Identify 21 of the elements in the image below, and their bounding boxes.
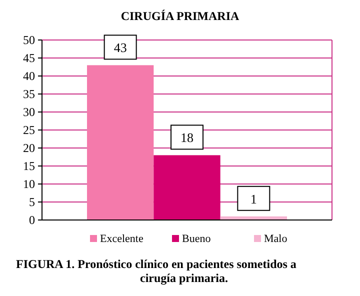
y-tick-label: 10 <box>23 177 35 192</box>
y-tick-label: 35 <box>23 87 35 102</box>
y-tick-label: 25 <box>23 123 35 138</box>
bar <box>154 155 220 220</box>
y-tick-label: 40 <box>23 69 35 84</box>
y-tick-label: 15 <box>23 159 35 174</box>
y-tick-label: 50 <box>23 33 35 48</box>
legend-label: Malo <box>264 233 288 245</box>
y-tick-label: 20 <box>23 141 35 156</box>
bar <box>87 65 154 220</box>
text: FIGURA 1. Pronóstico clínico en pacientes sometidos a cirugía primaria. <box>16 257 296 285</box>
y-tick-label: 5 <box>29 195 35 210</box>
y-tick-label: 45 <box>23 51 35 66</box>
legend-label: Excelente <box>100 233 144 245</box>
data-label: 1 <box>250 191 257 206</box>
data-label: 43 <box>114 40 127 56</box>
chart-title: CIRUGÍA PRIMARIA <box>120 9 240 23</box>
y-tick-label: 30 <box>23 105 35 120</box>
legend-label: Bueno <box>182 233 212 245</box>
data-label: 18 <box>180 130 194 146</box>
y-tick-label: 0 <box>29 213 35 228</box>
